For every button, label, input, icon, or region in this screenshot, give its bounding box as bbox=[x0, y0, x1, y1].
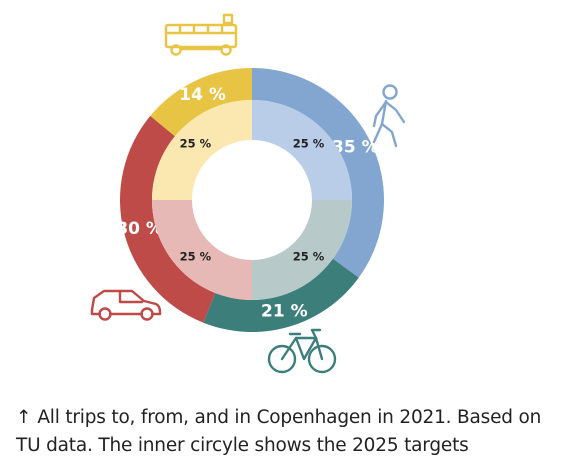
inner-label-car: 25 % bbox=[180, 250, 212, 264]
caption-text: All trips to, from, and in Copenhagen in… bbox=[16, 407, 542, 456]
inner-slice-car bbox=[152, 200, 252, 300]
pedestrian-icon bbox=[372, 84, 406, 148]
inner-slice-bicycle bbox=[252, 200, 352, 300]
outer-slice-public-transport bbox=[150, 68, 252, 137]
inner-slice-public-transport bbox=[152, 100, 252, 200]
outer-slice-walking bbox=[252, 68, 384, 278]
outer-slice-bicycle bbox=[203, 258, 359, 332]
outer-label-walking: 35 % bbox=[332, 137, 379, 157]
bicycle-icon bbox=[267, 328, 337, 374]
inner-label-walking: 25 % bbox=[293, 136, 325, 150]
bus-icon bbox=[164, 13, 238, 56]
outer-slice-car bbox=[119, 115, 216, 323]
outer-label-public-transport: 14 % bbox=[179, 85, 226, 105]
inner-slice-walking bbox=[252, 100, 352, 200]
inner-label-public-transport: 25 % bbox=[180, 136, 212, 150]
outer-ring: 35 % 21 % 30 % 14 % bbox=[116, 68, 384, 332]
arrow-up-icon: ↑ bbox=[16, 407, 32, 428]
car-icon bbox=[90, 289, 162, 321]
inner-ring: 25 % 25 % 25 % 25 % bbox=[152, 100, 352, 300]
inner-label-bicycle: 25 % bbox=[293, 250, 325, 264]
outer-label-car: 30 % bbox=[116, 219, 163, 239]
donut-chart: 35 % 21 % 30 % 14 % 25 % 25 % 25 % 25 % bbox=[90, 13, 406, 374]
chart-caption: ↑ All trips to, from, and in Copenhagen i… bbox=[16, 404, 568, 460]
outer-label-bicycle: 21 % bbox=[261, 301, 308, 321]
